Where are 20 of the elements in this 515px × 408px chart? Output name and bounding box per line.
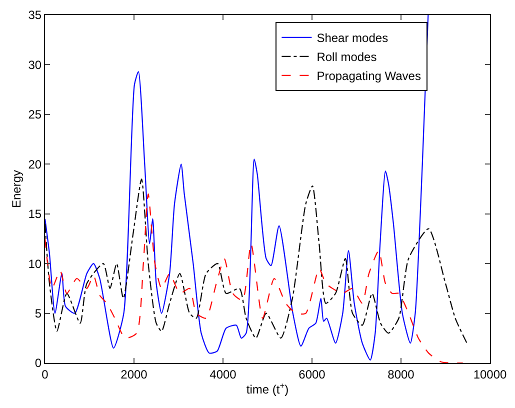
y-tick-label: 0	[34, 356, 42, 370]
y-tick-label: 35	[28, 8, 42, 22]
y-tick-label: 5	[34, 306, 42, 320]
x-tick-label: 6000	[298, 367, 326, 382]
y-axis-title: Energy	[10, 170, 24, 208]
x-tick-label: 8000	[388, 367, 415, 382]
legend-label: Roll modes	[316, 50, 377, 64]
legend-label: Propagating Waves	[316, 69, 421, 84]
y-tick-label: 15	[28, 207, 42, 222]
x-tick-label: 2000	[120, 367, 148, 382]
x-tick-label: 10000	[473, 367, 508, 382]
line-series	[45, 193, 464, 363]
line-series	[45, 15, 429, 361]
x-axis-title: time (t$^{+}$)	[246, 380, 289, 396]
y-tick-label: 30	[28, 58, 42, 72]
x-tick-label: 4000	[210, 367, 237, 382]
legend-label: Shear modes	[316, 31, 388, 46]
y-tick-label: 10	[28, 256, 42, 271]
y-tick-label: 20	[28, 157, 42, 172]
y-tick-label: 25	[28, 108, 42, 122]
